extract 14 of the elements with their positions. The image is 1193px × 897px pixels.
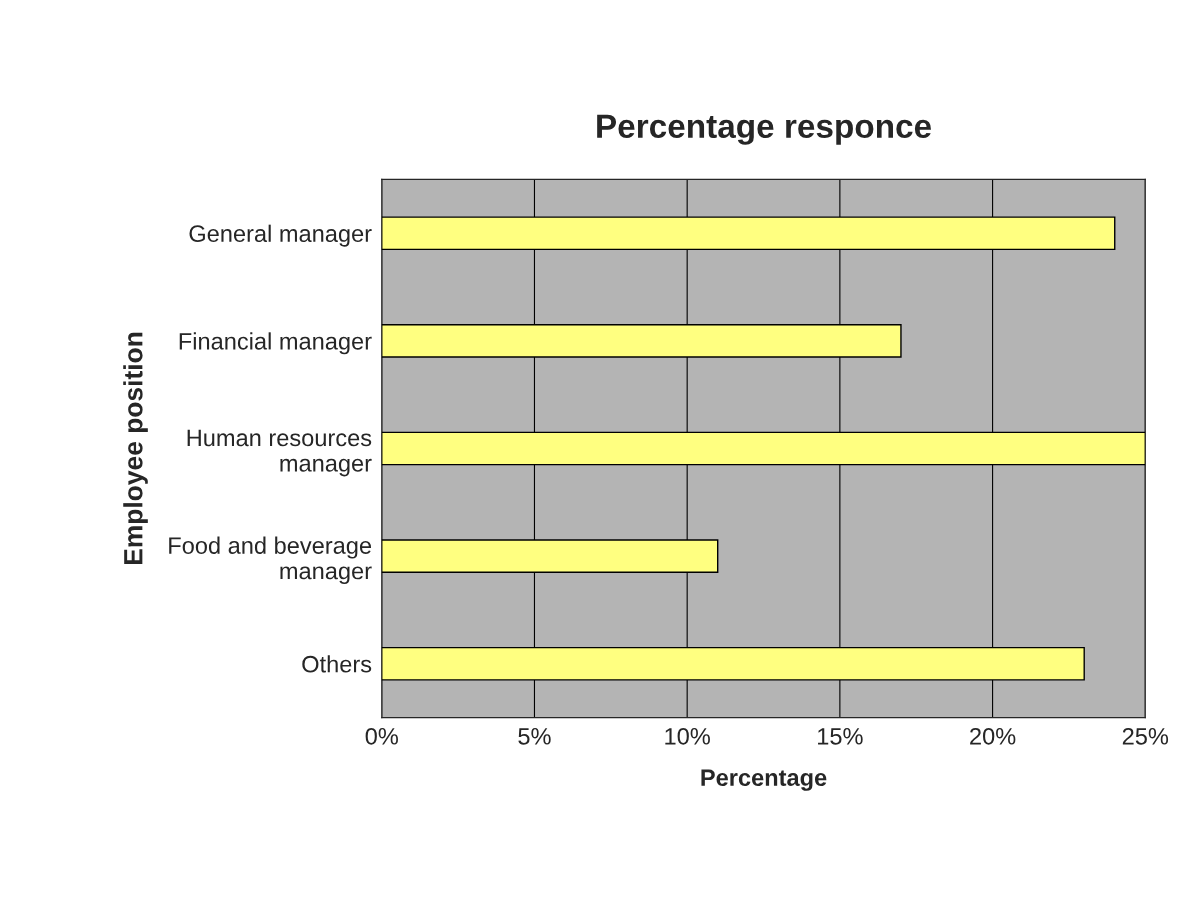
y-axis-title: Employee position	[123, 332, 148, 565]
y-tick-label: Others	[302, 655, 372, 673]
x-tick-label: 10%	[665, 727, 710, 745]
x-tick-label: 20%	[970, 727, 1016, 745]
x-axis-title: Percentage	[701, 769, 827, 791]
x-tick-label: 25%	[1122, 727, 1169, 745]
y-tick-label: General manager	[189, 224, 372, 247]
x-tick-label: 15%	[818, 728, 863, 745]
chart-title: Percentage responce	[597, 114, 931, 145]
y-tick-label: Financial manager	[179, 332, 372, 355]
y-tick-label: Food and beverage manager	[169, 536, 372, 585]
y-tick-label: Human resources manager	[187, 429, 372, 477]
x-tick-label: 5%	[518, 728, 551, 745]
x-tick-label: 0%	[365, 727, 398, 745]
